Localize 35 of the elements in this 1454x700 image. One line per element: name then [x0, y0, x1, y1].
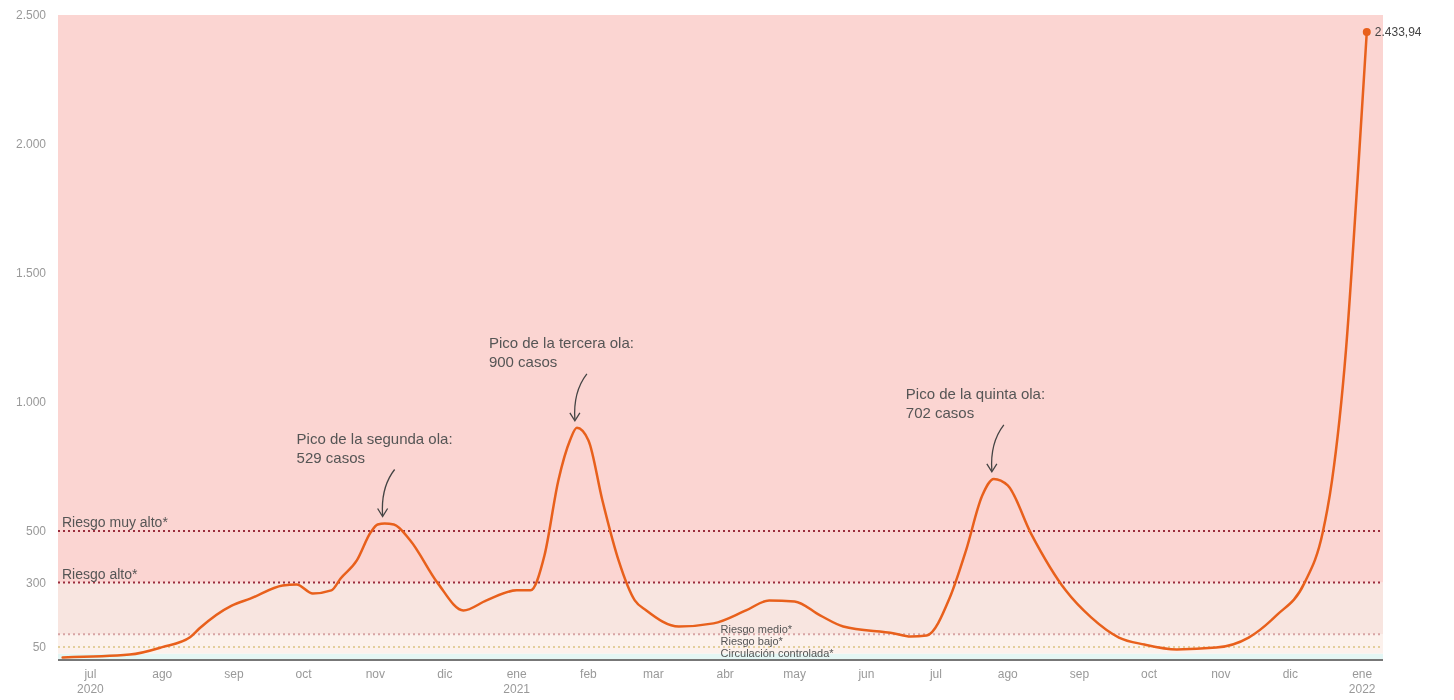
annotation: Pico de la tercera ola: 900 casos — [488, 333, 634, 370]
ref-line-label: Riesgo bajo* — [720, 635, 784, 647]
x-tick-label: abr — [716, 667, 734, 681]
x-tick-label: dic — [1282, 667, 1299, 681]
x-tick-label: ene 2022 — [1348, 667, 1376, 696]
x-tick-label: nov — [365, 667, 386, 681]
x-tick-label: dic — [437, 667, 453, 681]
y-tick-label: 50 — [32, 640, 47, 655]
annotation: Pico de la quinta ola: 702 casos — [905, 384, 1046, 421]
x-tick-label: sep — [1069, 667, 1090, 681]
x-tick-label: jul 2020 — [77, 667, 105, 696]
ref-line-label: Riesgo medio* — [720, 623, 793, 635]
band-label: Circulación controlada* — [720, 647, 835, 659]
annotation: Pico de la segunda ola: 529 casos — [296, 429, 453, 466]
y-tick-label: 1.500 — [15, 266, 47, 280]
x-tick-label: sep — [224, 667, 245, 681]
y-tick-label: 500 — [25, 524, 47, 538]
x-tick-label: nov — [1211, 667, 1231, 681]
x-tick-label: mar — [642, 667, 664, 681]
ref-line-label: Riesgo muy alto* — [62, 514, 169, 530]
y-tick-label: 1.000 — [15, 395, 47, 409]
y-tick-label: 2.500 — [15, 8, 47, 22]
x-tick-label: feb — [580, 667, 598, 681]
x-tick-label: ago — [152, 667, 173, 681]
x-tick-label: oct — [1141, 667, 1158, 681]
x-tick-label: ago — [997, 667, 1019, 681]
x-tick-label: oct — [295, 667, 313, 681]
x-tick-label: jul — [928, 667, 942, 681]
x-tick-label: may — [783, 667, 806, 681]
y-tick-label: 300 — [25, 575, 47, 590]
ref-line-label: Riesgo alto* — [62, 565, 139, 582]
data-label: 2.433,94 — [1374, 25, 1422, 40]
x-tick-label: jun — [857, 667, 875, 681]
x-tick-label: ene 2021 — [503, 667, 531, 696]
y-tick-label: 2.000 — [15, 137, 47, 151]
